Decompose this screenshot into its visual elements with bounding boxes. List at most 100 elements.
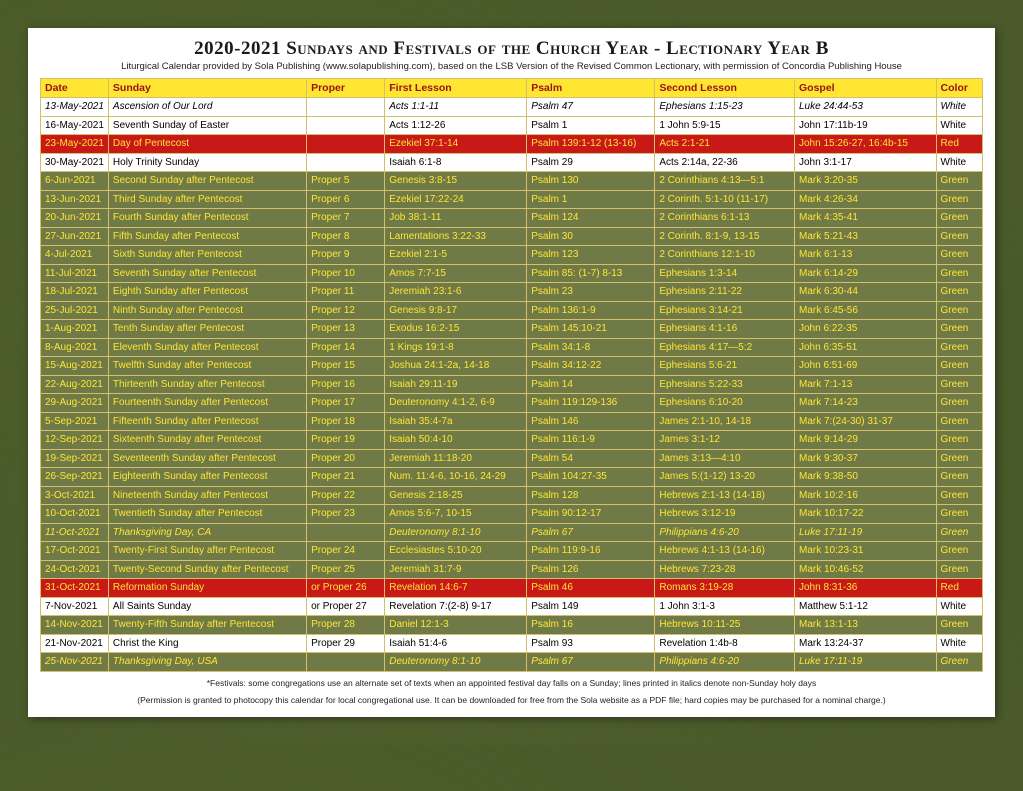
table-cell: Green	[937, 357, 982, 375]
lectionary-page: 2020-2021 Sundays and Festivals of the C…	[28, 28, 995, 717]
table-cell: Psalm 67	[527, 524, 654, 542]
table-cell: Nineteenth Sunday after Pentecost	[109, 487, 306, 505]
table-cell: Mark 6:14-29	[795, 265, 936, 283]
table-cell: Mark 10:17-22	[795, 505, 936, 523]
table-cell: Acts 1:1-11	[385, 98, 526, 116]
table-cell: Green	[937, 450, 982, 468]
table-cell: Daniel 12:1-3	[385, 616, 526, 634]
table-cell: Psalm 136:1-9	[527, 302, 654, 320]
table-cell: Thanksgiving Day, CA	[109, 524, 306, 542]
table-cell: Christ the King	[109, 635, 306, 653]
table-row: 8-Aug-2021Eleventh Sunday after Pentecos…	[41, 339, 982, 357]
table-cell: Mark 4:26-34	[795, 191, 936, 209]
table-cell: Luke 17:11-19	[795, 653, 936, 671]
table-row: 13-May-2021Ascension of Our LordActs 1:1…	[41, 98, 982, 116]
table-cell	[307, 135, 384, 153]
table-row: 29-Aug-2021Fourteenth Sunday after Pente…	[41, 394, 982, 412]
table-cell: Thirteenth Sunday after Pentecost	[109, 376, 306, 394]
table-cell: Mark 7:14-23	[795, 394, 936, 412]
table-cell: James 2:1-10, 14-18	[655, 413, 794, 431]
table-cell: Green	[937, 468, 982, 486]
table-cell: Proper 23	[307, 505, 384, 523]
table-cell: Proper 10	[307, 265, 384, 283]
table-cell: Sixteenth Sunday after Pentecost	[109, 431, 306, 449]
table-cell	[307, 117, 384, 135]
table-cell: Psalm 85: (1-7) 8-13	[527, 265, 654, 283]
table-cell: Luke 24:44-53	[795, 98, 936, 116]
table-cell: Isaiah 35:4-7a	[385, 413, 526, 431]
table-cell: Fourth Sunday after Pentecost	[109, 209, 306, 227]
table-cell: 21-Nov-2021	[41, 635, 108, 653]
table-row: 30-May-2021Holy Trinity SundayIsaiah 6:1…	[41, 154, 982, 172]
table-cell: Psalm 116:1-9	[527, 431, 654, 449]
table-cell: Psalm 104:27-35	[527, 468, 654, 486]
table-cell: 13-Jun-2021	[41, 191, 108, 209]
table-row: 3-Oct-2021Nineteenth Sunday after Pentec…	[41, 487, 982, 505]
col-sunday: Sunday	[109, 79, 306, 97]
table-cell: Psalm 128	[527, 487, 654, 505]
table-cell: Amos 5:6-7, 10-15	[385, 505, 526, 523]
table-cell: Isaiah 50:4-10	[385, 431, 526, 449]
table-cell: Mark 10:46-52	[795, 561, 936, 579]
table-cell: Mark 3:20-35	[795, 172, 936, 190]
table-cell: Ephesians 1:3-14	[655, 265, 794, 283]
table-cell: Hebrews 7:23-28	[655, 561, 794, 579]
table-cell	[307, 98, 384, 116]
table-cell: 2 Corinthians 12:1-10	[655, 246, 794, 264]
table-cell: John 15:26-27, 16:4b-15	[795, 135, 936, 153]
table-cell: Proper 28	[307, 616, 384, 634]
table-cell: 1 John 3:1-3	[655, 598, 794, 616]
table-row: 22-Aug-2021Thirteenth Sunday after Pente…	[41, 376, 982, 394]
lectionary-table: Date Sunday Proper First Lesson Psalm Se…	[40, 78, 983, 672]
table-cell: Mark 7:1-13	[795, 376, 936, 394]
table-row: 17-Oct-2021Twenty-First Sunday after Pen…	[41, 542, 982, 560]
table-cell: or Proper 27	[307, 598, 384, 616]
table-cell: 25-Nov-2021	[41, 653, 108, 671]
table-cell: Proper 7	[307, 209, 384, 227]
table-cell: Psalm 1	[527, 117, 654, 135]
table-cell: Acts 2:14a, 22-36	[655, 154, 794, 172]
table-cell: Proper 12	[307, 302, 384, 320]
table-cell: Reformation Sunday	[109, 579, 306, 597]
table-cell: Psalm 54	[527, 450, 654, 468]
table-cell: Psalm 46	[527, 579, 654, 597]
table-cell: Ninth Sunday after Pentecost	[109, 302, 306, 320]
table-row: 25-Nov-2021Thanksgiving Day, USADeuteron…	[41, 653, 982, 671]
table-cell: Green	[937, 376, 982, 394]
table-cell: Isaiah 29:11-19	[385, 376, 526, 394]
table-cell: Tenth Sunday after Pentecost	[109, 320, 306, 338]
table-cell: John 8:31-36	[795, 579, 936, 597]
table-cell: Green	[937, 505, 982, 523]
table-cell: Green	[937, 246, 982, 264]
table-row: 13-Jun-2021Third Sunday after PentecostP…	[41, 191, 982, 209]
table-cell: 14-Nov-2021	[41, 616, 108, 634]
page-subtitle: Liturgical Calendar provided by Sola Pub…	[40, 61, 983, 72]
table-cell: Green	[937, 265, 982, 283]
col-date: Date	[41, 79, 108, 97]
table-cell: Proper 8	[307, 228, 384, 246]
table-cell: 26-Sep-2021	[41, 468, 108, 486]
table-cell: Psalm 30	[527, 228, 654, 246]
col-color: Color	[937, 79, 982, 97]
table-cell: Job 38:1-11	[385, 209, 526, 227]
table-cell: 2 Corinth. 8:1-9, 13-15	[655, 228, 794, 246]
table-cell: Green	[937, 394, 982, 412]
table-cell: 10-Oct-2021	[41, 505, 108, 523]
table-cell: 5-Sep-2021	[41, 413, 108, 431]
table-cell: 27-Jun-2021	[41, 228, 108, 246]
table-cell: John 6:51-69	[795, 357, 936, 375]
col-proper: Proper	[307, 79, 384, 97]
table-cell: Mark 4:35-41	[795, 209, 936, 227]
table-cell: Revelation 14:6-7	[385, 579, 526, 597]
table-cell: 3-Oct-2021	[41, 487, 108, 505]
table-cell: Psalm 16	[527, 616, 654, 634]
table-row: 6-Jun-2021Second Sunday after PentecostP…	[41, 172, 982, 190]
table-cell: James 3:1-12	[655, 431, 794, 449]
table-cell: Seventh Sunday of Easter	[109, 117, 306, 135]
page-title: 2020-2021 Sundays and Festivals of the C…	[40, 38, 983, 60]
table-cell: Proper 16	[307, 376, 384, 394]
table-cell: Exodus 16:2-15	[385, 320, 526, 338]
table-cell: 1 John 5:9-15	[655, 117, 794, 135]
table-cell: Proper 19	[307, 431, 384, 449]
table-cell	[307, 524, 384, 542]
